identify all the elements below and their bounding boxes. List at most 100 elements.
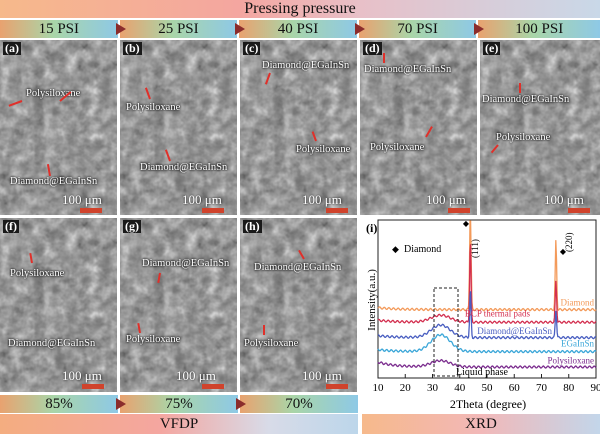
sem-panel-c: (c) Diamond@EGaInSn Polysiloxane 100 μm xyxy=(240,40,357,215)
pressure-25: 25 PSI xyxy=(119,20,246,38)
scale-bar xyxy=(80,208,102,213)
series-label: Polysiloxane xyxy=(548,356,595,366)
sem-panel-d: (d) Diamond@EGaInSn Polysiloxane 100 μm xyxy=(360,40,477,215)
vfdp-label: VFDP xyxy=(159,415,199,432)
scale-label: 100 μm xyxy=(302,192,342,207)
x-tick-label: 50 xyxy=(482,382,494,394)
panel-label: (f) xyxy=(3,219,19,233)
annotation-diamond-egainsn: Diamond@EGaInSn xyxy=(10,176,98,187)
panel-label: (b) xyxy=(123,41,142,55)
liquid-phase-label: Liquid phase xyxy=(456,367,508,378)
scale-label: 100 μm xyxy=(426,192,466,207)
panel-label: (a) xyxy=(3,41,21,55)
x-tick-label: 60 xyxy=(509,382,521,394)
arrow-icon xyxy=(116,398,126,410)
scale-bar xyxy=(568,208,590,213)
vfdp-70: 70% xyxy=(240,395,358,413)
sem-texture xyxy=(120,218,237,392)
peak-111-label: (111) xyxy=(470,239,480,258)
scale-bar xyxy=(82,384,104,389)
vfdp-75: 75% xyxy=(120,395,246,413)
pointer-arrow-icon xyxy=(383,53,385,63)
scale-label: 100 μm xyxy=(62,368,102,383)
annotation-polysiloxane: Polysiloxane xyxy=(26,88,81,99)
panel-label: (e) xyxy=(483,41,501,55)
panel-label: (c) xyxy=(243,41,261,55)
x-tick-label: 20 xyxy=(400,382,412,394)
sem-texture xyxy=(0,40,117,215)
sem-panel-g: (g) Diamond@EGaInSn Polysiloxane 100 μm xyxy=(120,218,237,392)
sem-panel-h: (h) Diamond@EGaInSn Polysiloxane 100 μm xyxy=(240,218,357,392)
series-line-diamond xyxy=(377,220,597,312)
arrow-icon xyxy=(354,23,365,35)
xrd-chart: 10 20 30 40 50 60 70 80 90 (i) ◆ Diamond ◆ ◆ (11… xyxy=(362,218,600,414)
pressing-pressure-banner: Pressing pressure xyxy=(0,0,600,18)
annotation-diamond-egainsn: Diamond@EGaInSn xyxy=(8,338,96,349)
scale-bar xyxy=(326,384,348,389)
series-line-diamond-egainsn xyxy=(377,291,596,340)
x-axis-label: 2Theta (degree) xyxy=(450,397,526,411)
panel-label: (g) xyxy=(123,219,141,233)
panel-label: (h) xyxy=(243,219,262,233)
series-line-polysiloxane xyxy=(377,358,597,369)
pressure-15: 15 PSI xyxy=(0,20,126,38)
annotation-polysiloxane: Polysiloxane xyxy=(496,132,551,143)
xrd-banner: XRD xyxy=(362,414,600,434)
diamond-legend-text: Diamond xyxy=(404,244,441,255)
annotation-polysiloxane: Polysiloxane xyxy=(10,268,65,279)
series-label: BCP thermal pads xyxy=(465,309,531,319)
annotation-diamond-egainsn: Diamond@EGaInSn xyxy=(142,258,230,269)
annotation-diamond-egainsn: Diamond@EGaInSn xyxy=(482,94,570,105)
scale-bar xyxy=(202,384,224,389)
arrow-icon xyxy=(236,398,246,410)
annotation-diamond-egainsn: Diamond@EGaInSn xyxy=(262,60,350,71)
arrow-icon xyxy=(235,23,246,35)
scale-label: 100 μm xyxy=(176,368,216,383)
series-label: EGaInSn xyxy=(561,339,594,349)
sem-texture xyxy=(120,40,237,215)
scale-bar xyxy=(202,208,224,213)
peak-111-marker: ◆ xyxy=(463,219,470,228)
series-line-egainsn xyxy=(377,333,597,354)
sem-panel-b: (b) Polysiloxane Diamond@EGaInSn 100 μm xyxy=(120,40,237,215)
annotation-polysiloxane: Polysiloxane xyxy=(370,142,425,153)
scale-bar xyxy=(326,208,348,213)
panel-label-i: (i) xyxy=(366,221,377,235)
sem-texture xyxy=(240,40,357,215)
scale-label: 100 μm xyxy=(182,192,222,207)
y-axis-label: Intensity(a.u.) xyxy=(366,269,378,331)
scale-label: 100 μm xyxy=(544,192,584,207)
sem-texture xyxy=(360,40,477,215)
sem-texture xyxy=(240,218,357,392)
sem-panel-e: (e) Diamond@EGaInSn Polysiloxane 100 μm xyxy=(480,40,600,215)
vfdp-banner: VFDP xyxy=(0,414,358,434)
series-line-bcp-thermal-pads xyxy=(377,244,597,324)
pressure-row: 15 PSI 25 PSI 40 PSI 70 PSI 100 PSI xyxy=(0,20,600,38)
panel-label: (d) xyxy=(363,41,382,55)
peak-220-label: (220) xyxy=(564,233,574,253)
x-tick-label: 40 xyxy=(454,382,466,394)
sem-texture xyxy=(0,218,117,392)
pointer-arrow-icon xyxy=(519,83,521,93)
vfdp-row: 85% 75% 70% xyxy=(0,395,358,413)
xrd-label: XRD xyxy=(465,415,497,432)
pressure-100: 100 PSI xyxy=(478,20,600,38)
series-label: Diamond@EGaInSn xyxy=(477,326,552,336)
liquid-phase-box xyxy=(433,287,459,377)
series-label: Diamond xyxy=(561,297,595,307)
x-tick-label: 10 xyxy=(373,382,385,394)
scale-label: 100 μm xyxy=(62,192,102,207)
annotation-polysiloxane: Polysiloxane xyxy=(244,338,299,349)
scale-label: 100 μm xyxy=(302,368,342,383)
annotation-diamond-egainsn: Diamond@EGaInSn xyxy=(364,64,452,75)
sem-panel-a: (a) Polysiloxane Diamond@EGaInSn 100 μm xyxy=(0,40,117,215)
annotation-polysiloxane: Polysiloxane xyxy=(296,144,351,155)
x-tick-label: 90 xyxy=(591,382,600,394)
annotation-polysiloxane: Polysiloxane xyxy=(126,102,181,113)
x-tick-label: 30 xyxy=(427,382,439,394)
annotation-diamond-egainsn: Diamond@EGaInSn xyxy=(140,162,228,173)
arrow-icon xyxy=(474,23,485,35)
pressure-70: 70 PSI xyxy=(358,20,485,38)
vfdp-85: 85% xyxy=(0,395,126,413)
diamond-legend-marker: ◆ xyxy=(392,244,399,254)
